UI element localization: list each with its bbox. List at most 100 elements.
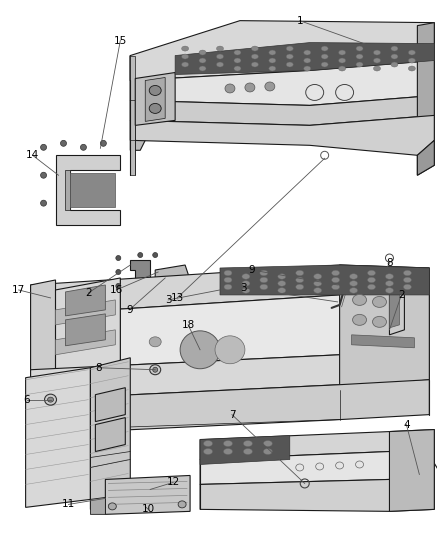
Ellipse shape [332, 277, 339, 282]
Ellipse shape [339, 50, 346, 55]
Ellipse shape [199, 58, 206, 63]
Ellipse shape [204, 449, 212, 455]
Ellipse shape [178, 501, 186, 508]
Ellipse shape [356, 62, 363, 67]
Ellipse shape [350, 281, 357, 286]
Ellipse shape [286, 54, 293, 59]
Ellipse shape [242, 281, 250, 286]
Text: 3: 3 [165, 295, 171, 305]
Text: 14: 14 [26, 150, 39, 160]
Ellipse shape [224, 270, 232, 276]
Polygon shape [66, 170, 71, 210]
Polygon shape [200, 435, 290, 464]
Ellipse shape [367, 284, 375, 290]
Ellipse shape [245, 83, 255, 92]
Ellipse shape [367, 270, 375, 276]
Ellipse shape [314, 281, 321, 286]
Ellipse shape [269, 50, 276, 55]
Polygon shape [25, 368, 90, 507]
Text: 17: 17 [12, 285, 25, 295]
Ellipse shape [234, 58, 241, 63]
Ellipse shape [332, 284, 339, 290]
Ellipse shape [224, 277, 232, 282]
Polygon shape [56, 155, 120, 225]
Text: 6: 6 [23, 394, 30, 405]
Polygon shape [389, 430, 434, 511]
Text: 9: 9 [249, 265, 255, 275]
Ellipse shape [314, 288, 321, 293]
Text: 11: 11 [62, 499, 75, 510]
Ellipse shape [408, 66, 415, 71]
Ellipse shape [385, 281, 393, 286]
Ellipse shape [332, 270, 339, 276]
Ellipse shape [296, 284, 304, 290]
Ellipse shape [41, 144, 46, 150]
Ellipse shape [244, 441, 252, 447]
Text: 7: 7 [229, 410, 235, 419]
Ellipse shape [403, 284, 411, 290]
Ellipse shape [278, 288, 286, 293]
Ellipse shape [339, 58, 346, 63]
Ellipse shape [260, 277, 268, 282]
Ellipse shape [244, 449, 252, 455]
Ellipse shape [225, 84, 235, 93]
Polygon shape [90, 358, 130, 510]
Polygon shape [90, 497, 106, 514]
Ellipse shape [269, 66, 276, 71]
Ellipse shape [116, 270, 121, 274]
Text: 4: 4 [403, 419, 410, 430]
Ellipse shape [304, 66, 311, 71]
Ellipse shape [182, 62, 189, 67]
Ellipse shape [350, 288, 357, 293]
Ellipse shape [286, 46, 293, 51]
Polygon shape [31, 265, 429, 315]
Ellipse shape [374, 58, 381, 63]
Polygon shape [145, 77, 165, 122]
Polygon shape [130, 61, 434, 106]
Ellipse shape [385, 274, 393, 279]
Text: 9: 9 [126, 305, 133, 315]
Ellipse shape [182, 46, 189, 51]
Polygon shape [135, 72, 175, 125]
Polygon shape [200, 474, 434, 511]
Polygon shape [31, 280, 56, 434]
Ellipse shape [149, 337, 161, 347]
Text: 1: 1 [297, 15, 303, 26]
Ellipse shape [367, 277, 375, 282]
Ellipse shape [350, 274, 357, 279]
Text: 2: 2 [85, 288, 92, 298]
Ellipse shape [314, 274, 321, 279]
Text: 8: 8 [95, 363, 102, 373]
Ellipse shape [278, 274, 286, 279]
Polygon shape [155, 265, 190, 295]
Ellipse shape [251, 62, 258, 67]
Ellipse shape [260, 284, 268, 290]
Ellipse shape [234, 66, 241, 71]
Ellipse shape [260, 270, 268, 276]
Polygon shape [355, 270, 404, 335]
Text: 13: 13 [170, 293, 184, 303]
Ellipse shape [216, 62, 223, 67]
Ellipse shape [339, 66, 346, 71]
Ellipse shape [374, 50, 381, 55]
Polygon shape [31, 295, 429, 370]
Polygon shape [31, 379, 429, 434]
Polygon shape [364, 278, 399, 328]
Ellipse shape [45, 394, 57, 405]
Ellipse shape [150, 365, 161, 375]
Polygon shape [339, 265, 429, 390]
Ellipse shape [182, 54, 189, 59]
Text: 3: 3 [240, 283, 247, 293]
Ellipse shape [385, 288, 393, 293]
Polygon shape [130, 260, 150, 295]
Text: 10: 10 [141, 504, 155, 514]
Ellipse shape [60, 140, 67, 147]
Ellipse shape [356, 46, 363, 51]
Ellipse shape [353, 294, 367, 305]
Polygon shape [130, 95, 434, 125]
Ellipse shape [48, 397, 53, 402]
Ellipse shape [149, 85, 161, 95]
Ellipse shape [391, 46, 398, 51]
Ellipse shape [204, 441, 212, 447]
Polygon shape [130, 21, 434, 80]
